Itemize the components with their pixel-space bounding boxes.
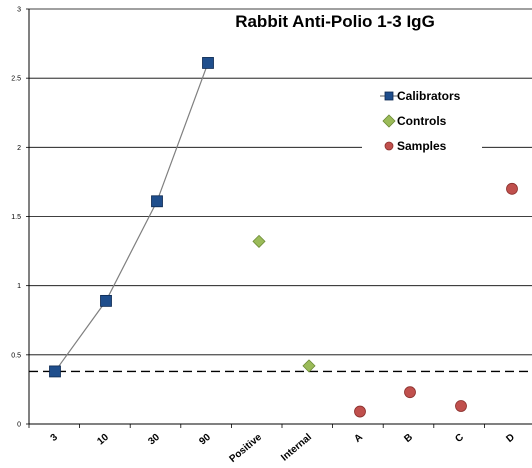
legend-calibrators-label: Calibrators — [397, 89, 461, 103]
x-tick-label: Positive — [227, 432, 264, 465]
x-tick-label: D — [504, 432, 517, 445]
calibrators-point — [49, 365, 61, 378]
legend: Calibrators Controls Samples — [380, 89, 461, 153]
legend-samples-label: Samples — [397, 139, 447, 153]
x-tick-label: 90 — [197, 432, 213, 448]
y-tick-label: 2.5 — [11, 76, 21, 83]
x-tick-label: 30 — [146, 432, 162, 448]
axes: 0 0.5 1 1.5 2 2.5 3 3 10 30 90 Positive Internal A B C D — [11, 7, 532, 465]
x-tick-label: A — [352, 432, 365, 445]
calibrators-point — [202, 57, 214, 69]
legend-calibrators-marker — [384, 91, 394, 101]
samples-point — [455, 400, 467, 412]
y-tick-label: 3 — [17, 7, 21, 14]
controls-point — [302, 359, 316, 373]
y-tick-label: 2 — [17, 145, 21, 152]
x-tick-label: 3 — [49, 432, 61, 444]
series — [49, 57, 518, 418]
calibrators-point — [151, 195, 163, 208]
y-tick-label: 1 — [17, 283, 21, 290]
controls-point — [252, 234, 266, 248]
legend-controls-marker — [382, 114, 396, 128]
y-tick-label: 0.5 — [11, 352, 21, 359]
y-tick-label: 1.5 — [11, 214, 21, 221]
grid-lines — [29, 8, 532, 356]
calibrators-point — [100, 294, 112, 307]
chart-title: Rabbit Anti-Polio 1-3 IgG — [235, 12, 435, 31]
x-tick-label: C — [453, 432, 466, 445]
samples-point — [404, 386, 416, 399]
samples-point — [354, 405, 366, 418]
x-tick-label: 10 — [95, 432, 111, 448]
legend-controls-label: Controls — [397, 114, 447, 128]
x-tick-label: Internal — [279, 432, 314, 464]
y-tick-label: 0 — [17, 422, 21, 429]
x-tick-label: B — [402, 432, 415, 445]
calibrators-line — [54, 62, 209, 372]
samples-point — [506, 182, 518, 195]
legend-samples-marker — [384, 141, 394, 151]
